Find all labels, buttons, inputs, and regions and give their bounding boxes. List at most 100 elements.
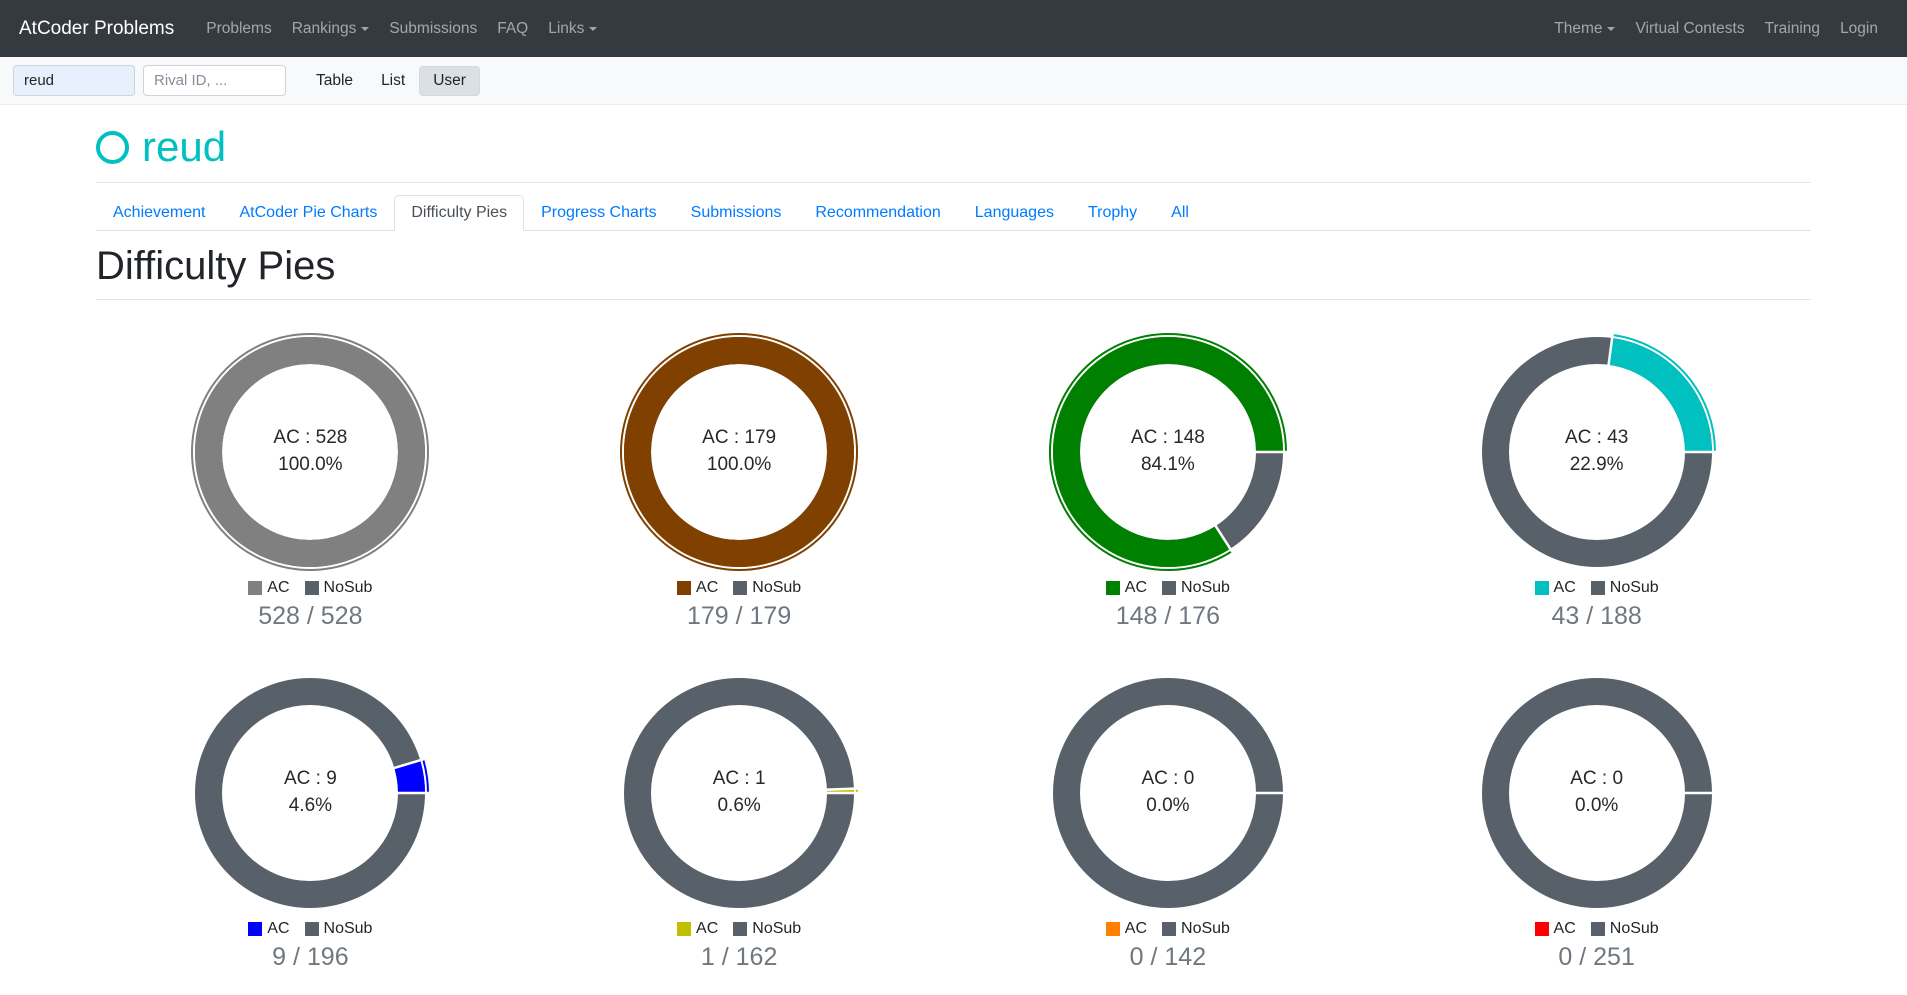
chart-legend: AC NoSub (1106, 579, 1230, 597)
donut-chart-svg (1477, 332, 1717, 572)
table-view-button[interactable]: Table (302, 66, 367, 96)
solved-count: 0 / 142 (1130, 943, 1206, 972)
nosub-swatch-icon (1591, 581, 1605, 595)
solved-count: 1 / 162 (701, 943, 777, 972)
ac-swatch-icon (677, 922, 691, 936)
user-title: reud (96, 126, 1811, 168)
divider (96, 182, 1811, 183)
nosub-swatch-icon (733, 581, 747, 595)
donut-chart: AC : 528100.0% (190, 332, 430, 572)
chart-legend: AC NoSub (677, 579, 801, 597)
legend-nosub: NoSub (1162, 579, 1230, 597)
ac-swatch-icon (1106, 922, 1120, 936)
legend-nosub: NoSub (1591, 920, 1659, 938)
navbar-right-menu: Theme Virtual Contests Training Login (1544, 12, 1888, 46)
legend-nosub: NoSub (305, 579, 373, 597)
nosub-swatch-icon (1591, 922, 1605, 936)
donut-chart: AC : 00.0% (1048, 673, 1288, 913)
tab-difficulty-pies[interactable]: Difficulty Pies (394, 195, 524, 231)
donut-chart: AC : 94.6% (190, 673, 430, 913)
navbar-left-menu: Problems Rankings Submissions FAQ Links (196, 12, 607, 46)
caret-down-icon (589, 27, 597, 31)
chart-legend: AC NoSub (677, 920, 801, 938)
user-view-button[interactable]: User (419, 66, 480, 96)
donut-chart-svg (1477, 673, 1717, 913)
solved-count: 528 / 528 (258, 602, 362, 631)
chart-legend: AC NoSub (1535, 920, 1659, 938)
chart-legend: AC NoSub (1106, 920, 1230, 938)
ac-swatch-icon (1535, 922, 1549, 936)
donut-chart: AC : 4322.9% (1477, 332, 1717, 572)
donut-chart-svg (619, 332, 859, 572)
difficulty-pies-grid: AC : 528100.0% AC NoSub 528 / 528 AC : 1… (96, 332, 1811, 972)
solved-count: 179 / 179 (687, 602, 791, 631)
rival-id-input[interactable] (143, 65, 286, 96)
tab-achievement[interactable]: Achievement (96, 195, 223, 231)
user-name: reud (142, 126, 226, 168)
nosub-swatch-icon (1162, 922, 1176, 936)
nosub-swatch-icon (733, 922, 747, 936)
pie-cell-blue: AC : 94.6% AC NoSub 9 / 196 (96, 673, 525, 972)
solved-count: 0 / 251 (1558, 943, 1634, 972)
user-page-tabs: Achievement AtCoder Pie Charts Difficult… (96, 195, 1811, 231)
nosub-swatch-icon (305, 922, 319, 936)
user-id-input[interactable] (13, 65, 135, 96)
chart-legend: AC NoSub (248, 920, 372, 938)
nav-item-problems[interactable]: Problems (196, 12, 281, 46)
divider (96, 299, 1811, 300)
nav-item-links[interactable]: Links (538, 12, 607, 46)
donut-chart: AC : 00.0% (1477, 673, 1717, 913)
pie-cell-brown: AC : 179100.0% AC NoSub 179 / 179 (525, 332, 954, 631)
legend-ac: AC (1535, 920, 1576, 938)
nosub-swatch-icon (1162, 581, 1176, 595)
nav-item-login[interactable]: Login (1830, 12, 1888, 46)
ac-swatch-icon (248, 581, 262, 595)
nav-item-training[interactable]: Training (1755, 12, 1830, 46)
caret-down-icon (361, 27, 369, 31)
list-view-button[interactable]: List (367, 66, 419, 96)
view-mode-button-group: Table List User (302, 66, 480, 96)
pie-cell-green: AC : 14884.1% AC NoSub 148 / 176 (954, 332, 1383, 631)
tab-recommendation[interactable]: Recommendation (798, 195, 957, 231)
nav-item-rankings[interactable]: Rankings (282, 12, 380, 46)
legend-nosub: NoSub (305, 920, 373, 938)
legend-ac: AC (1535, 579, 1576, 597)
caret-down-icon (1607, 27, 1615, 31)
legend-ac: AC (1106, 920, 1147, 938)
chart-legend: AC NoSub (1535, 579, 1659, 597)
legend-nosub: NoSub (733, 920, 801, 938)
legend-nosub: NoSub (1591, 579, 1659, 597)
nav-item-theme[interactable]: Theme (1544, 12, 1625, 46)
search-toolbar: Table List User (0, 57, 1907, 105)
nav-item-faq[interactable]: FAQ (487, 12, 538, 46)
donut-chart-svg (190, 673, 430, 913)
main-content: reud Achievement AtCoder Pie Charts Diff… (96, 126, 1811, 972)
tab-languages[interactable]: Languages (958, 195, 1071, 231)
top-navbar: AtCoder Problems Problems Rankings Submi… (0, 0, 1907, 57)
legend-ac: AC (677, 579, 718, 597)
tab-trophy[interactable]: Trophy (1071, 195, 1154, 231)
tab-all[interactable]: All (1154, 195, 1206, 231)
legend-ac: AC (1106, 579, 1147, 597)
donut-chart: AC : 10.6% (619, 673, 859, 913)
tab-atcoder-pie-charts[interactable]: AtCoder Pie Charts (223, 195, 395, 231)
nav-item-submissions[interactable]: Submissions (379, 12, 487, 46)
ac-swatch-icon (1535, 581, 1549, 595)
legend-nosub: NoSub (1162, 920, 1230, 938)
pie-cell-yellow: AC : 10.6% AC NoSub 1 / 162 (525, 673, 954, 972)
chart-legend: AC NoSub (248, 579, 372, 597)
tab-submissions[interactable]: Submissions (674, 195, 799, 231)
solved-count: 43 / 188 (1551, 602, 1641, 631)
pie-cell-orange: AC : 00.0% AC NoSub 0 / 142 (954, 673, 1383, 972)
nav-item-virtual-contests[interactable]: Virtual Contests (1625, 12, 1754, 46)
page-title: Difficulty Pies (96, 244, 1811, 289)
solved-count: 148 / 176 (1116, 602, 1220, 631)
pie-cell-cyan: AC : 4322.9% AC NoSub 43 / 188 (1382, 332, 1811, 631)
donut-chart: AC : 14884.1% (1048, 332, 1288, 572)
donut-chart: AC : 179100.0% (619, 332, 859, 572)
brand-link[interactable]: AtCoder Problems (19, 18, 174, 40)
tab-progress-charts[interactable]: Progress Charts (524, 195, 674, 231)
legend-ac: AC (248, 579, 289, 597)
donut-chart-svg (619, 673, 859, 913)
ac-swatch-icon (677, 581, 691, 595)
